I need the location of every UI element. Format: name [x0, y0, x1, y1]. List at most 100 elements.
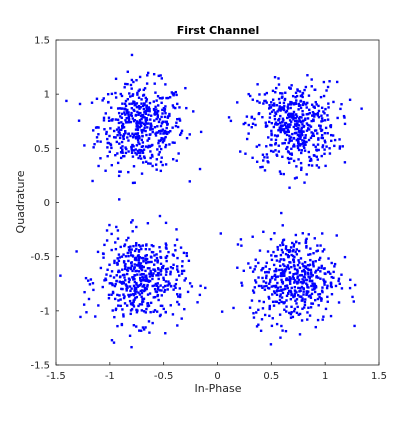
data-point: [96, 140, 99, 143]
chart-title: First Channel: [177, 24, 260, 37]
data-point: [264, 125, 268, 128]
data-point: [174, 90, 178, 94]
data-point: [164, 273, 168, 276]
data-point: [145, 82, 149, 85]
data-point: [326, 118, 330, 121]
data-point: [103, 243, 106, 247]
data-point: [119, 115, 122, 118]
data-point: [155, 253, 158, 256]
data-point: [123, 102, 127, 105]
data-point: [149, 301, 153, 305]
data-point: [278, 260, 281, 263]
data-point: [168, 143, 171, 146]
data-point: [324, 141, 327, 144]
data-point: [160, 294, 163, 297]
data-point: [298, 90, 302, 93]
data-point: [289, 106, 292, 110]
y-tick-label: 0: [44, 198, 50, 209]
data-point: [173, 244, 177, 247]
data-point: [289, 157, 293, 160]
data-point: [310, 103, 314, 106]
data-point: [309, 247, 312, 250]
data-point: [149, 150, 152, 153]
data-point: [130, 145, 133, 149]
data-point: [124, 113, 127, 116]
data-point: [282, 288, 285, 291]
data-point: [275, 322, 279, 326]
data-point: [297, 278, 301, 282]
data-point: [156, 261, 159, 264]
data-point: [139, 273, 142, 276]
data-point: [248, 306, 252, 309]
data-point: [88, 283, 92, 286]
data-point: [276, 281, 279, 285]
data-point: [323, 139, 327, 142]
data-point: [142, 310, 146, 313]
data-point: [286, 130, 290, 133]
data-point: [173, 141, 176, 144]
data-point: [296, 294, 300, 297]
data-point: [155, 256, 159, 260]
data-point: [285, 299, 288, 302]
data-point: [182, 251, 186, 255]
data-point: [134, 151, 137, 155]
data-point: [300, 151, 303, 155]
data-point: [281, 117, 285, 120]
data-point: [151, 128, 154, 131]
data-point: [126, 108, 129, 112]
data-point: [308, 276, 311, 279]
data-point: [107, 297, 111, 300]
data-point: [136, 93, 139, 96]
data-point: [283, 308, 286, 311]
data-point: [139, 279, 143, 283]
data-point: [164, 242, 168, 245]
data-point: [125, 289, 128, 292]
data-point: [136, 132, 140, 135]
data-point: [146, 293, 150, 296]
data-point: [306, 283, 309, 287]
data-point: [322, 279, 326, 282]
data-point: [309, 157, 313, 161]
y-tick-label: 1: [44, 90, 50, 101]
data-point: [110, 106, 113, 109]
data-point: [165, 270, 168, 273]
data-point: [293, 116, 296, 120]
data-point: [321, 290, 324, 294]
data-point: [174, 249, 177, 252]
data-point: [294, 91, 298, 95]
data-point: [127, 121, 130, 124]
data-point: [131, 143, 134, 147]
data-point: [316, 158, 319, 161]
data-point: [108, 134, 111, 138]
data-point: [135, 311, 139, 314]
data-point: [240, 244, 243, 247]
data-point: [306, 74, 309, 77]
data-point: [153, 119, 156, 122]
data-point: [298, 115, 302, 119]
data-point: [171, 104, 175, 107]
data-point: [283, 141, 286, 145]
data-point: [297, 129, 301, 133]
data-point: [124, 107, 127, 111]
data-point: [287, 291, 290, 295]
data-point: [316, 268, 320, 271]
data-point: [141, 326, 145, 329]
data-point: [142, 276, 145, 280]
data-point: [316, 244, 319, 247]
data-point: [280, 106, 284, 109]
data-point: [130, 221, 133, 224]
data-point: [290, 286, 293, 290]
data-point: [309, 271, 313, 274]
data-point: [131, 181, 135, 185]
data-point: [300, 299, 303, 302]
data-point: [281, 243, 285, 247]
data-point: [294, 299, 297, 302]
data-point: [290, 292, 293, 296]
data-point: [132, 80, 135, 84]
data-point: [321, 250, 324, 253]
data-point: [144, 259, 148, 262]
data-point: [165, 259, 168, 263]
data-point: [316, 112, 320, 115]
data-point: [286, 266, 290, 269]
data-point: [119, 156, 123, 160]
